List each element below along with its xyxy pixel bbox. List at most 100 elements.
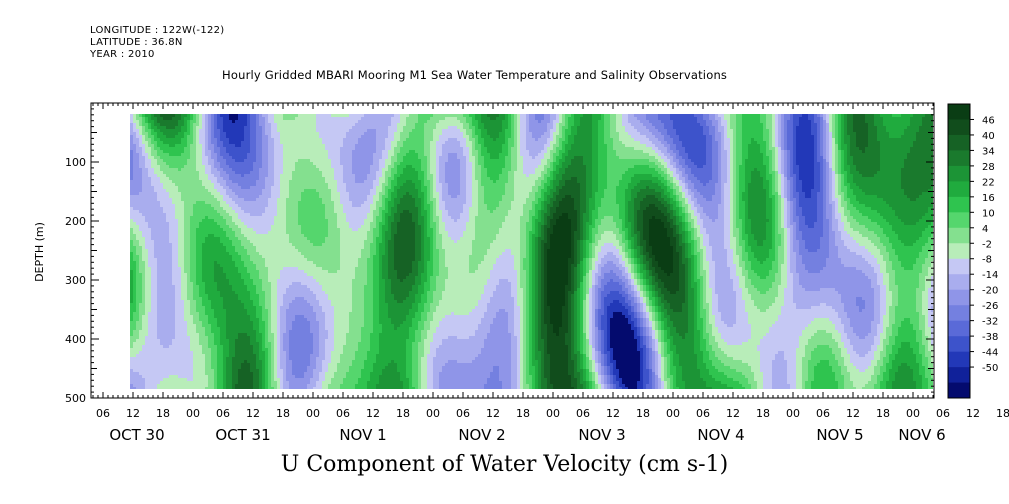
heatmap-cell [871, 114, 875, 118]
heatmap-cell [220, 120, 224, 124]
heatmap-cell [919, 141, 923, 145]
heatmap-cell [838, 156, 842, 160]
heatmap-cell [790, 162, 794, 166]
heatmap-cell [679, 126, 683, 130]
heatmap-cell [634, 123, 638, 127]
heatmap-cell [313, 114, 317, 118]
heatmap-cell [793, 156, 797, 160]
heatmap-cell [790, 153, 794, 157]
heatmap-cell [721, 153, 725, 157]
heatmap-cell [325, 150, 329, 154]
heatmap-cell [553, 132, 557, 136]
heatmap-cell [688, 120, 692, 124]
heatmap-cell [685, 126, 689, 130]
heatmap-cell [340, 165, 344, 169]
heatmap-cell [508, 165, 512, 169]
heatmap-cell [295, 144, 299, 148]
heatmap-cell [262, 168, 266, 172]
heatmap-cell [637, 165, 641, 169]
heatmap-cell [769, 117, 773, 121]
heatmap-cell [466, 126, 470, 130]
heatmap-cell [913, 162, 917, 166]
heatmap-cell [385, 159, 389, 163]
heatmap-cell [355, 168, 359, 172]
heatmap-cell [826, 159, 830, 163]
heatmap-cell [778, 150, 782, 154]
heatmap-cell [775, 132, 779, 136]
heatmap-cell [259, 144, 263, 148]
heatmap-cell [436, 126, 440, 130]
heatmap-cell [166, 117, 170, 121]
heatmap-cell [505, 144, 509, 148]
heatmap-cell [457, 141, 461, 145]
heatmap-cell [793, 153, 797, 157]
heatmap-cell [595, 147, 599, 151]
heatmap-cell [202, 162, 206, 166]
heatmap-cell [457, 135, 461, 139]
heatmap-cell [859, 150, 863, 154]
heatmap-cell [916, 144, 920, 148]
heatmap-cell [436, 153, 440, 157]
heatmap-cell [214, 135, 218, 139]
heatmap-cell [703, 141, 707, 145]
heatmap-cell [490, 147, 494, 151]
heatmap-cell [607, 132, 611, 136]
heatmap-cell [373, 138, 377, 142]
heatmap-cell [397, 147, 401, 151]
heatmap-cell [160, 141, 164, 145]
heatmap-cell [574, 153, 578, 157]
heatmap-cell [388, 156, 392, 160]
heatmap-cell [805, 129, 809, 133]
heatmap-cell [544, 153, 548, 157]
heatmap-cell [685, 153, 689, 157]
heatmap-cell [751, 150, 755, 154]
heatmap-cell [664, 135, 668, 139]
heatmap-cell [625, 144, 629, 148]
heatmap-cell [520, 168, 524, 172]
heatmap-cell [799, 135, 803, 139]
heatmap-cell [133, 153, 137, 157]
heatmap-cell [784, 129, 788, 133]
heatmap-cell [133, 150, 137, 154]
heatmap-cell [226, 120, 230, 124]
heatmap-cell [214, 168, 218, 172]
heatmap-cell [727, 135, 731, 139]
heatmap-cell [487, 162, 491, 166]
heatmap-cell [781, 159, 785, 163]
heatmap-cell [742, 141, 746, 145]
heatmap-cell [472, 144, 476, 148]
heatmap-cell [211, 120, 215, 124]
heatmap-cell [889, 159, 893, 163]
heatmap-cell [886, 165, 890, 169]
heatmap-cell [334, 123, 338, 127]
heatmap-cell [559, 141, 563, 145]
heatmap-cell [541, 168, 545, 172]
heatmap-cell [559, 114, 563, 118]
heatmap-cell [256, 114, 260, 118]
heatmap-cell [472, 129, 476, 133]
heatmap-cell [202, 120, 206, 124]
heatmap-cell [880, 165, 884, 169]
heatmap-cell [235, 135, 239, 139]
heatmap-cell [157, 153, 161, 157]
heatmap-cell [883, 159, 887, 163]
heatmap-cell [787, 147, 791, 151]
heatmap-cell [565, 114, 569, 118]
heatmap-cell [502, 135, 506, 139]
heatmap-cell [325, 168, 329, 172]
heatmap-cell [868, 162, 872, 166]
heatmap-cell [664, 117, 668, 121]
heatmap-cell [829, 153, 833, 157]
heatmap-cell [292, 147, 296, 151]
heatmap-cell [277, 126, 281, 130]
heatmap-cell [874, 162, 878, 166]
heatmap-cell [712, 123, 716, 127]
heatmap-cell [619, 141, 623, 145]
heatmap-cell [721, 129, 725, 133]
heatmap-cell [904, 126, 908, 130]
heatmap-cell [898, 147, 902, 151]
heatmap-cell [148, 135, 152, 139]
heatmap-cell [328, 153, 332, 157]
heatmap-cell [544, 168, 548, 172]
heatmap-cell [868, 138, 872, 142]
